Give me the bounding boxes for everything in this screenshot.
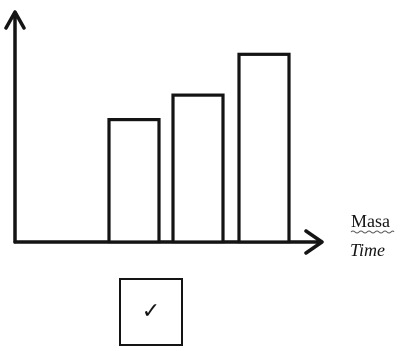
bar-series <box>107 52 291 244</box>
checkmark-icon: ✓ <box>141 299 161 324</box>
bar-4 <box>237 52 291 244</box>
x-axis-label: Masa Time <box>350 211 395 260</box>
bar-2 <box>107 117 161 244</box>
x-axis-arrowhead <box>304 229 324 255</box>
answer-checkbox[interactable]: ✓ <box>119 278 183 346</box>
y-axis-arrowhead <box>4 10 26 30</box>
x-axis-label-line-2: Time <box>350 240 385 260</box>
x-axis-label-line-1: Masa <box>351 211 390 231</box>
bar-3 <box>171 93 225 244</box>
spellcheck-underline <box>350 230 395 234</box>
